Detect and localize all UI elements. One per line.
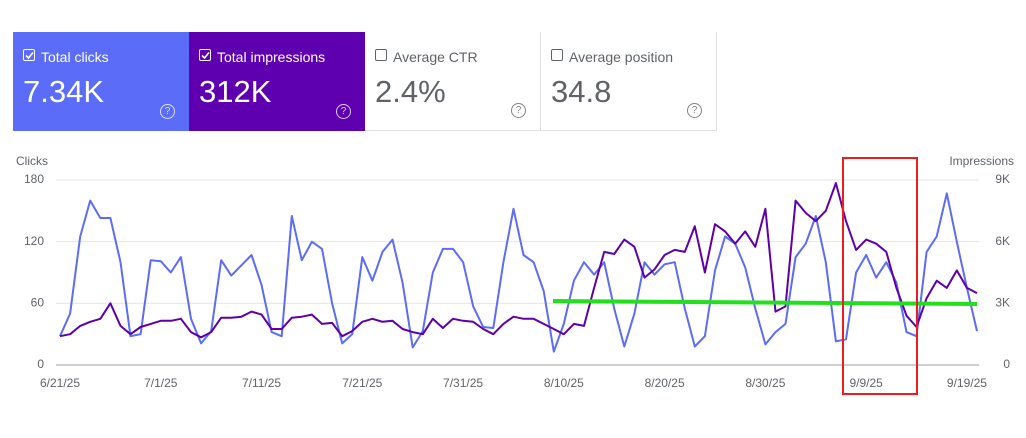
y-tick-label: 120 bbox=[24, 234, 44, 248]
y2-axis-title: Impressions bbox=[949, 154, 1014, 168]
metric-value: 34.8 bbox=[551, 74, 612, 109]
y-axis-title: Clicks bbox=[16, 154, 48, 168]
trend-annotation bbox=[552, 299, 978, 306]
x-tick-label: 9/19/25 bbox=[947, 376, 987, 390]
y-tick-label: 0 bbox=[37, 357, 44, 371]
y2-tick-label: 9K bbox=[995, 172, 1010, 186]
x-tick-label: 6/21/25 bbox=[40, 376, 80, 390]
metric-value: 2.4% bbox=[375, 74, 446, 109]
metric-label: Total impressions bbox=[217, 49, 326, 65]
x-tick-label: 8/20/25 bbox=[645, 376, 685, 390]
check-mark bbox=[200, 51, 210, 59]
metric-value: 7.34K bbox=[23, 74, 105, 109]
help-icon[interactable]: ? bbox=[160, 104, 175, 119]
metric-card[interactable]: Total clicks 7.34K? bbox=[13, 32, 189, 131]
help-icon[interactable]: ? bbox=[336, 104, 351, 119]
x-tick-label: 7/1/25 bbox=[144, 376, 178, 390]
x-tick-label: 7/31/25 bbox=[443, 376, 483, 390]
series-line bbox=[59, 182, 978, 339]
metric-label: Total clicks bbox=[41, 49, 109, 65]
checkbox[interactable] bbox=[199, 49, 211, 61]
check-mark bbox=[24, 51, 34, 59]
checkbox[interactable] bbox=[375, 49, 387, 61]
y-tick-label: 180 bbox=[24, 172, 44, 186]
metric-card[interactable]: Average CTR 2.4%? bbox=[365, 32, 541, 131]
x-tick-label: 8/10/25 bbox=[544, 376, 584, 390]
y2-tick-label: 3K bbox=[995, 296, 1010, 310]
checkbox[interactable] bbox=[23, 49, 35, 61]
metric-value: 312K bbox=[199, 74, 272, 109]
metric-label: Average CTR bbox=[393, 49, 478, 65]
checkbox[interactable] bbox=[551, 49, 563, 61]
x-tick-label: 9/9/25 bbox=[849, 376, 883, 390]
help-icon[interactable]: ? bbox=[511, 103, 526, 118]
series-line bbox=[59, 192, 978, 353]
y2-tick-label: 0 bbox=[1003, 357, 1010, 371]
x-tick-label: 7/21/25 bbox=[342, 376, 382, 390]
y-tick-label: 60 bbox=[31, 296, 45, 310]
x-tick-label: 7/11/25 bbox=[242, 376, 281, 390]
help-icon[interactable]: ? bbox=[687, 103, 702, 118]
metric-label: Average position bbox=[569, 49, 674, 65]
highlight-box bbox=[842, 157, 918, 395]
metric-card[interactable]: Average position 34.8? bbox=[541, 32, 717, 131]
x-tick-label: 8/30/25 bbox=[745, 376, 785, 390]
y2-tick-label: 6K bbox=[995, 234, 1010, 248]
metric-card[interactable]: Total impressions 312K? bbox=[189, 32, 365, 131]
metric-cards: Total clicks 7.34K? Total impressions 312K?… bbox=[13, 32, 717, 131]
